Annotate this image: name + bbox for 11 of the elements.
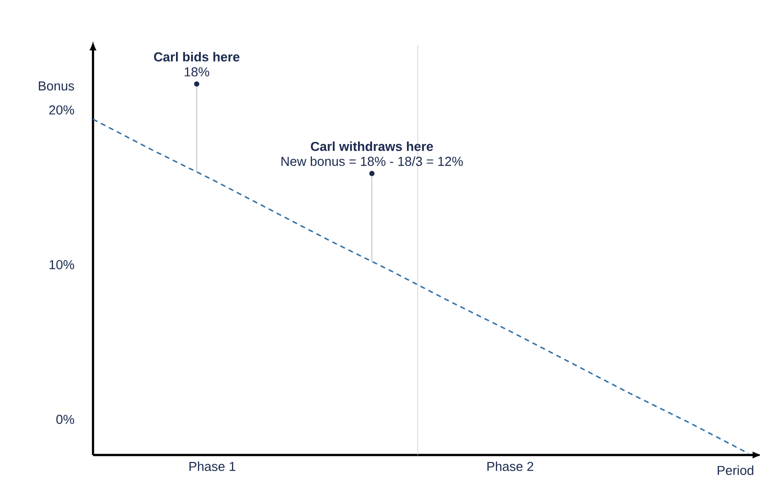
annotation: 18% xyxy=(184,67,210,76)
y-tick-label: 10% xyxy=(50,260,74,270)
annotation: Carl withdraws here xyxy=(310,141,433,151)
x-tick-label: Phase 2 xyxy=(487,461,534,471)
x-tick-label: Phase 1 xyxy=(189,461,236,471)
y-axis-title: Bonus xyxy=(38,81,74,90)
annotation: New bonus = 18% - 18/3 = 12% xyxy=(282,156,463,166)
y-tick-label: 0% xyxy=(56,414,74,424)
y-tick-label: 20% xyxy=(49,105,74,115)
x-axis-title: Period xyxy=(718,465,754,475)
annotation: Carl bids here xyxy=(154,52,240,62)
